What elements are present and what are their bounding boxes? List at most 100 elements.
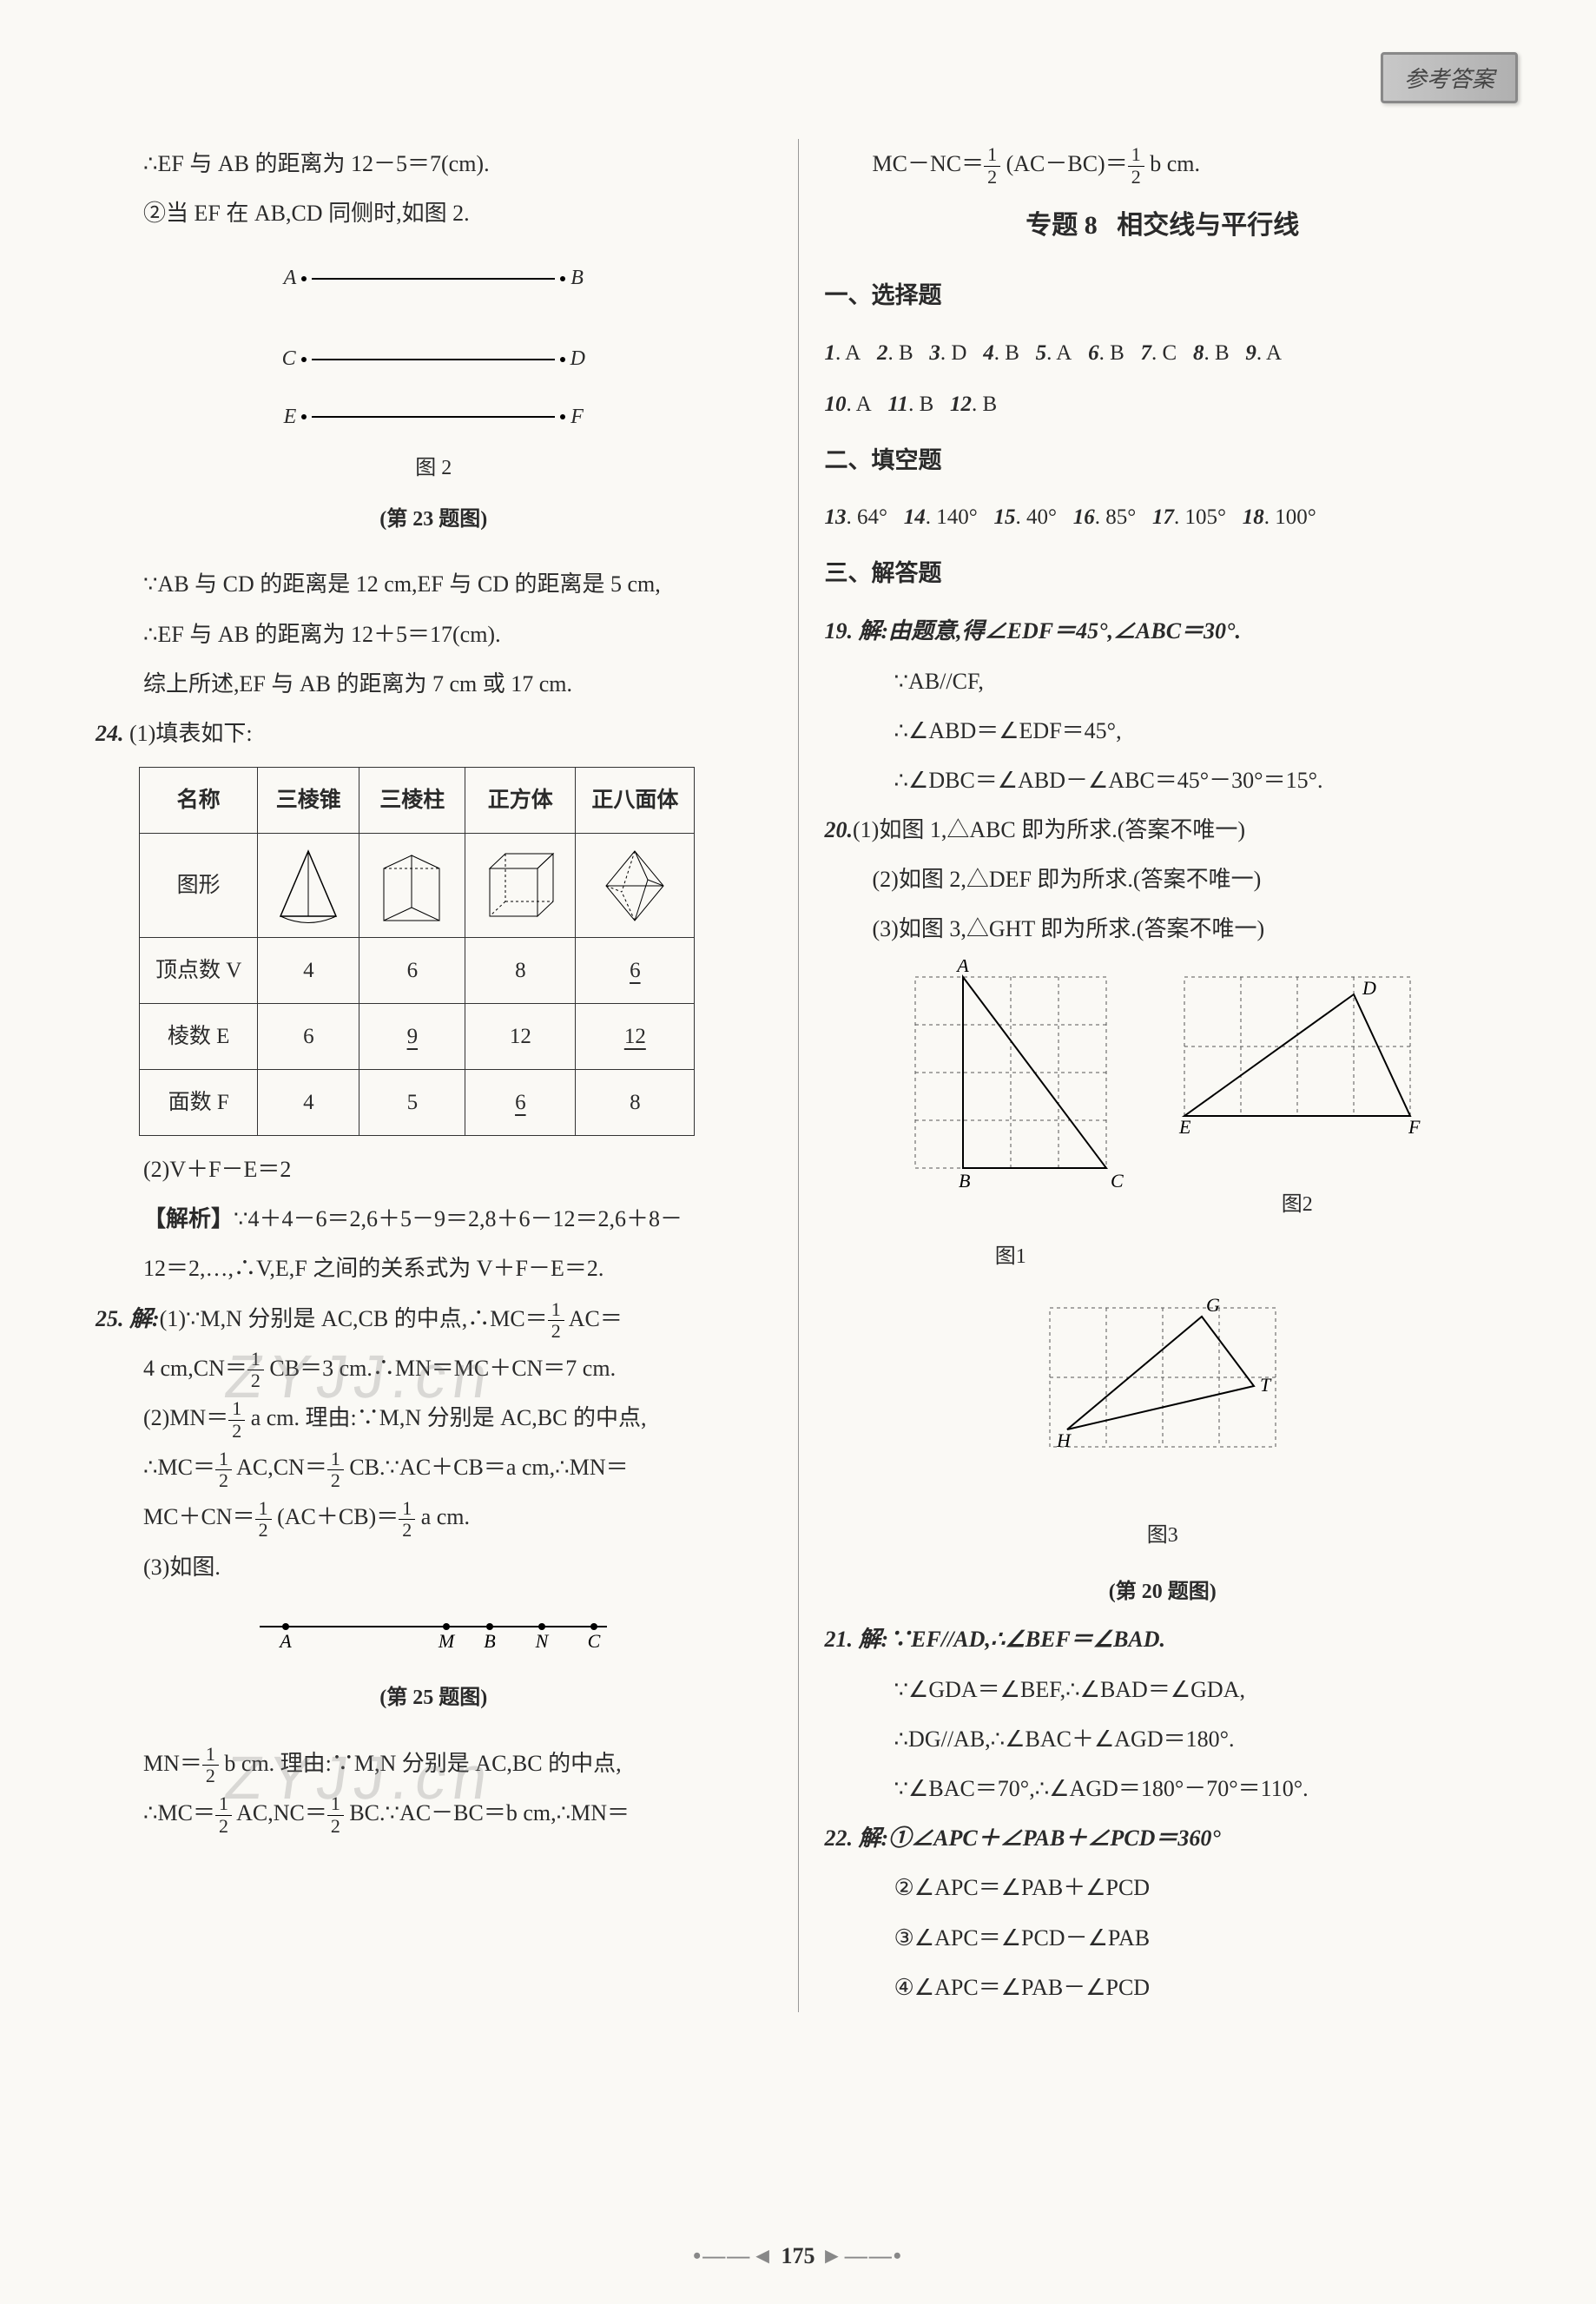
q24-2: (2)V＋F－E＝2 <box>96 1145 772 1194</box>
q22d: ④∠APC＝∠PAB－∠PCD <box>825 1963 1501 2012</box>
svg-text:C: C <box>1111 1170 1124 1192</box>
svg-text:M: M <box>438 1630 456 1652</box>
q25-1b: 4 cm,CN＝12 CB＝3 cm.∴MN＝MC＋CN＝7 cm. <box>96 1343 772 1393</box>
q25-heading: 25. 解:(1)∵M,N 分别是 AC,CB 的中点,∴MC＝12 AC＝ <box>96 1294 772 1343</box>
f-3: 8 <box>576 1070 695 1136</box>
fig3-label: 图3 <box>1032 1513 1293 1559</box>
q22b: ②∠APC＝∠PAB＋∠PCD <box>825 1863 1501 1912</box>
line-ef-ab-7: ∴EF 与 AB 的距离为 12－5＝7(cm). <box>96 139 772 188</box>
svg-text:N: N <box>535 1630 550 1652</box>
th-name: 名称 <box>140 768 258 834</box>
q25-3b: ∴MC＝12 AC,NC＝12 BC.∵AC－BC＝b cm,∴MN＝ <box>96 1788 772 1838</box>
svg-text:H: H <box>1056 1429 1072 1451</box>
page: 参考答案 ∴EF 与 AB 的距离为 12－5＝7(cm). ②当 EF 在 A… <box>0 0 1596 2304</box>
svg-text:A: A <box>279 1630 293 1652</box>
fig1-label: 图1 <box>898 1234 1124 1280</box>
q19b: ∵AB//CF, <box>825 657 1501 706</box>
line-case2: ②当 EF 在 AB,CD 同侧时,如图 2. <box>96 188 772 238</box>
pt-d: D <box>570 336 585 382</box>
line-dist12-5: ∵AB 与 CD 的距离是 12 cm,EF 与 CD 的距离是 5 cm, <box>96 559 772 609</box>
pt-c: C <box>282 336 296 382</box>
q24-heading: 24. (1)填表如下: <box>96 709 772 758</box>
shape-cube <box>465 834 576 938</box>
q20-3: (3)如图 3,△GHT 即为所求.(答案不唯一) <box>825 904 1501 954</box>
shape-prism <box>359 834 465 938</box>
pt-f: F <box>570 394 584 440</box>
e-3: 12 <box>576 1004 695 1070</box>
q24-explain: 【解析】∵4＋4－6＝2,6＋5－9＝2,8＋6－12＝2,6＋8－ <box>96 1194 772 1244</box>
sec1-heading: 一、选择题 <box>825 270 1501 321</box>
q25-3a: MN＝12 b cm. 理由:∵M,N 分别是 AC,BC 的中点, <box>96 1739 772 1788</box>
fig2-label: 图 2 <box>96 446 772 492</box>
q21: 21. 解:∵EF//AD,∴∠BEF＝∠BAD. <box>825 1614 1501 1664</box>
left-column: ∴EF 与 AB 的距离为 12－5＝7(cm). ②当 EF 在 AB,CD … <box>78 139 799 2012</box>
fig20-caption: (第 20 题图) <box>825 1569 1501 1615</box>
q20-2: (2)如图 2,△DEF 即为所求.(答案不唯一) <box>825 855 1501 904</box>
pt-a: A <box>284 255 297 301</box>
sec3-heading: 三、解答题 <box>825 548 1501 599</box>
svg-text:B: B <box>485 1630 496 1652</box>
q20-figures: A B C 图1 D E <box>825 954 1501 1285</box>
q25-2a: (2)MN＝12 a cm. 理由:∵M,N 分别是 AC,BC 的中点, <box>96 1393 772 1442</box>
q21b: ∵∠GDA＝∠BEF,∴∠BAD＝∠GDA, <box>825 1665 1501 1714</box>
th-prism: 三棱柱 <box>359 768 465 834</box>
fb-row: 13. 64° 14. 140° 15. 40° 16. 85° 17. 105… <box>825 493 1501 541</box>
e-2: 12 <box>465 1004 576 1070</box>
row-v-label: 顶点数 V <box>140 938 258 1004</box>
svg-text:G: G <box>1206 1294 1220 1316</box>
page-number: 175 <box>782 2243 815 2268</box>
svg-text:E: E <box>1178 1116 1191 1138</box>
pt-b: B <box>570 255 584 301</box>
tbl-row-f: 面数 F 4 5 6 8 <box>140 1070 695 1136</box>
th-cube: 正方体 <box>465 768 576 834</box>
f-0: 4 <box>258 1070 359 1136</box>
row-f-label: 面数 F <box>140 1070 258 1136</box>
grid-fig-1: A B C 图1 <box>898 960 1124 1280</box>
line-summary: 综上所述,EF 与 AB 的距离为 7 cm 或 17 cm. <box>96 659 772 709</box>
th-tetra: 三棱锥 <box>258 768 359 834</box>
q19: 19. 解:由题意,得∠EDF＝45°,∠ABC＝30°. <box>825 606 1501 656</box>
two-column-layout: ∴EF 与 AB 的距离为 12－5＝7(cm). ②当 EF 在 AB,CD … <box>78 139 1518 2012</box>
q22c: ③∠APC＝∠PCD－∠PAB <box>825 1913 1501 1963</box>
tbl-shape-row: 图形 <box>140 834 695 938</box>
page-footer: •——◄ 175 ►——• <box>0 2243 1596 2269</box>
grid-fig-2: D E F 图2 <box>1167 960 1428 1280</box>
grid-fig-3: G T H 图3 <box>1032 1291 1293 1559</box>
shape-tetra <box>258 834 359 938</box>
v-2: 8 <box>465 938 576 1004</box>
fig2r-label: 图2 <box>1167 1182 1428 1228</box>
q19c: ∴∠ABD＝∠EDF＝45°, <box>825 706 1501 756</box>
right-column: MC－NC＝12 (AC－BC)＝12 b cm. 专题 8 相交线与平行线 一… <box>799 139 1519 2012</box>
svg-text:D: D <box>1362 977 1376 999</box>
footer-orn-left: •——◄ <box>693 2243 775 2268</box>
v-0: 4 <box>258 938 359 1004</box>
header-answers-tab: 参考答案 <box>1381 52 1518 103</box>
f-1: 5 <box>359 1070 465 1136</box>
q25-3: (3)如图. <box>96 1542 772 1592</box>
svg-text:A: A <box>955 960 969 976</box>
line-dist17: ∴EF 与 AB 的距离为 12＋5＝17(cm). <box>96 610 772 659</box>
q25-block: ZYJJ.cn 25. 解:(1)∵M,N 分别是 AC,CB 的中点,∴MC＝… <box>96 1294 772 1838</box>
fig25-caption: (第 25 题图) <box>96 1675 772 1721</box>
q20: 20.(1)如图 1,△ABC 即为所求.(答案不唯一) <box>825 805 1501 855</box>
sec2-heading: 二、填空题 <box>825 435 1501 486</box>
figure-2-diagram: AB CD EF 图 2 (第 23 题图) <box>96 255 772 542</box>
number-line: A M B N C (第 25 题图) <box>96 1609 772 1721</box>
mc-row1: 1. A 2. B 3. D 4. B 5. A 6. B 7. C 8. B … <box>825 329 1501 377</box>
q22: 22. 解:①∠APC＋∠PAB＋∠PCD＝360° <box>825 1813 1501 1863</box>
geometry-table: 名称 三棱锥 三棱柱 正方体 正八面体 图形 顶点数 V 4 6 <box>139 767 695 1136</box>
tbl-row-e: 棱数 E 6 9 12 12 <box>140 1004 695 1070</box>
q24-explain2: 12＝2,…,∴V,E,F 之间的关系式为 V＋F－E＝2. <box>96 1244 772 1293</box>
q20-figures-2: G T H 图3 <box>825 1285 1501 1564</box>
r0-cont: MC－NC＝12 (AC－BC)＝12 b cm. <box>825 139 1501 188</box>
tbl-row-v: 顶点数 V 4 6 8 6 <box>140 938 695 1004</box>
v-3: 6 <box>576 938 695 1004</box>
shape-octa <box>576 834 695 938</box>
mc-row2: 10. A 11. B 12. B <box>825 380 1501 428</box>
footer-orn-right: ►——• <box>821 2243 903 2268</box>
svg-text:T: T <box>1260 1374 1272 1396</box>
pt-e: E <box>284 394 297 440</box>
row-shape-label: 图形 <box>140 834 258 938</box>
tbl-header-row: 名称 三棱锥 三棱柱 正方体 正八面体 <box>140 768 695 834</box>
q25-2b: ∴MC＝12 AC,CN＝12 CB.∵AC＋CB＝a cm,∴MN＝ <box>96 1442 772 1492</box>
